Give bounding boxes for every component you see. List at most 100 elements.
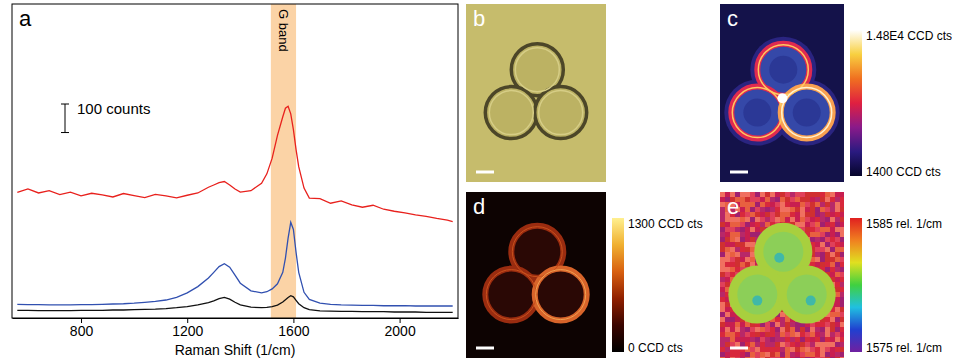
speckle	[780, 207, 785, 212]
panel-label: a	[19, 6, 32, 31]
speckle	[745, 327, 750, 332]
speckle	[760, 337, 765, 342]
speckle	[750, 337, 755, 342]
speckle	[735, 222, 740, 227]
speckle	[815, 322, 820, 327]
speckle	[840, 262, 844, 267]
speckle	[830, 337, 835, 342]
speckle	[740, 222, 745, 227]
speckle	[785, 212, 790, 217]
micrograph	[720, 192, 844, 358]
speckle	[790, 217, 795, 222]
speckle	[780, 342, 785, 347]
speckle	[840, 317, 844, 322]
speckle	[775, 322, 780, 327]
speckle	[840, 307, 844, 312]
speckle	[815, 357, 820, 358]
speckle	[835, 337, 840, 342]
speckle	[785, 342, 790, 347]
speckle	[720, 297, 725, 302]
speckle	[745, 207, 750, 212]
speckle	[830, 202, 835, 207]
speckle	[755, 347, 760, 352]
speckle	[820, 207, 825, 212]
speckle	[825, 262, 830, 267]
speckle	[840, 352, 844, 357]
speckle	[755, 332, 760, 337]
speckle	[750, 202, 755, 207]
speckle	[810, 232, 815, 237]
speckle	[725, 267, 730, 272]
particle-rim	[512, 227, 562, 277]
speckle	[765, 322, 770, 327]
speckle	[815, 247, 820, 252]
speckle	[760, 357, 765, 358]
particle-patch	[752, 296, 762, 306]
speckle	[755, 192, 760, 197]
speckle	[745, 192, 750, 197]
speckle	[840, 337, 844, 342]
speckle	[730, 267, 735, 272]
scale-bar-line	[65, 104, 66, 133]
speckle	[825, 267, 830, 272]
speckle	[800, 222, 805, 227]
speckle	[805, 332, 810, 337]
speckle	[780, 197, 785, 202]
speckle	[830, 232, 835, 237]
speckle	[725, 322, 730, 327]
speckle	[735, 357, 740, 358]
speckle	[805, 352, 810, 357]
speckle	[840, 297, 844, 302]
speckle	[840, 312, 844, 317]
particle-patch	[774, 253, 784, 263]
speckle	[760, 327, 765, 332]
speckle	[735, 237, 740, 242]
speckle	[835, 327, 840, 332]
speckle	[790, 212, 795, 217]
speckle	[830, 247, 835, 252]
speckle	[730, 342, 735, 347]
particle	[485, 269, 537, 321]
speckle	[830, 312, 835, 317]
figure: 800120016002000Raman Shift (1/cm)aG band…	[0, 0, 960, 362]
speckle	[720, 332, 725, 337]
image-background	[466, 4, 606, 182]
speckle	[735, 337, 740, 342]
speckle	[770, 357, 775, 358]
speckle	[820, 347, 825, 352]
speckle	[825, 337, 830, 342]
speckle	[730, 272, 735, 277]
speckle	[835, 242, 840, 247]
speckle	[795, 327, 800, 332]
colorbar	[850, 218, 862, 352]
scale-bar-label: 100 counts	[77, 100, 150, 117]
x-axis-line	[13, 318, 459, 319]
speckle	[770, 217, 775, 222]
speckle	[750, 212, 755, 217]
speckle	[750, 327, 755, 332]
speckle	[740, 227, 745, 232]
speckle	[790, 352, 795, 357]
speckle	[835, 192, 840, 197]
speckle	[795, 347, 800, 352]
speckle	[820, 222, 825, 227]
speckle	[760, 332, 765, 337]
speckle	[770, 212, 775, 217]
speckle	[780, 332, 785, 337]
speckle	[750, 197, 755, 202]
speckle	[800, 327, 805, 332]
speckle	[740, 242, 745, 247]
speckle	[745, 202, 750, 207]
speckle	[815, 197, 820, 202]
speckle	[730, 327, 735, 332]
particle	[778, 266, 836, 324]
speckle	[790, 322, 795, 327]
speckle	[840, 242, 844, 247]
speckle	[725, 307, 730, 312]
particle-rim	[486, 270, 536, 320]
particle-rim	[536, 270, 586, 320]
image-scale-bar	[730, 347, 748, 350]
speckle	[770, 207, 775, 212]
image-background	[466, 192, 606, 358]
speckle	[775, 197, 780, 202]
